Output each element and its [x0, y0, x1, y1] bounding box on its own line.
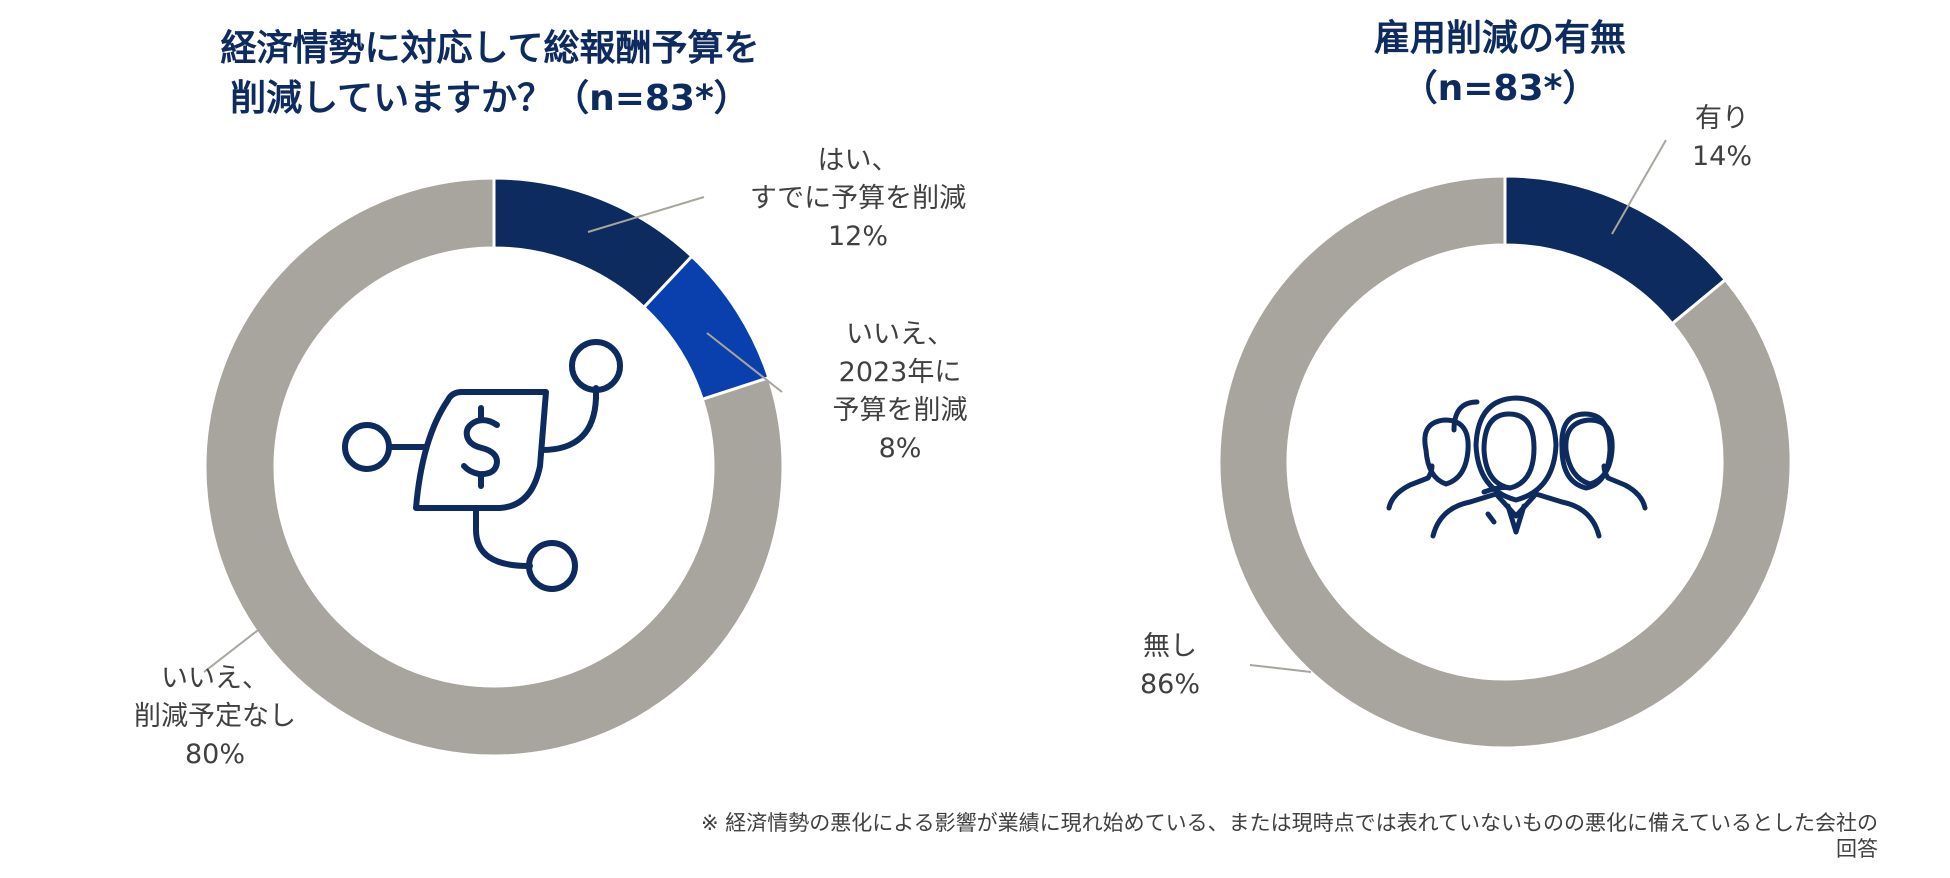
label-layoff-yes-line-1: 有り	[1695, 103, 1749, 134]
right-title-line-1: 雇用削減の有無	[1373, 18, 1626, 59]
label-yes-already-cut-line-1: はい、	[817, 145, 899, 176]
label-cut-in-2023-line-2: 2023年に	[838, 357, 962, 388]
left-title-line-2: 削減していますか？（n=83*）	[230, 78, 750, 119]
left-title-line-1: 経済情勢に対応して総報酬予算を	[220, 28, 760, 69]
label-no-cut-planned-line-2: 削減予定なし	[134, 701, 296, 732]
footnote-line-1: ※ 経済情勢の悪化による影響が業績に現れ始めている、または現時点では表れていない…	[701, 811, 1878, 835]
label-layoff-no: 無し 86%	[1120, 628, 1220, 704]
label-cut-in-2023-line-3: 予算を削減	[832, 395, 968, 426]
label-no-cut-planned-value: 80%	[184, 739, 245, 770]
footnote-line-2: 回答	[1836, 837, 1878, 861]
label-yes-already-cut-line-2: すでに予算を削減	[749, 183, 967, 214]
right-chart-title: 雇用削減の有無 （n=83*）	[1340, 14, 1660, 114]
label-yes-already-cut: はい、 すでに予算を削減 12%	[738, 142, 978, 256]
people-group-icon	[1386, 395, 1648, 539]
right-donut	[1217, 174, 1793, 750]
leader-line-no-layoff	[1249, 664, 1312, 673]
label-cut-in-2023-value: 8%	[878, 433, 922, 464]
label-yes-already-cut-value: 12%	[827, 221, 888, 252]
label-cut-in-2023-line-1: いいえ、	[846, 319, 954, 350]
right-donut-slice-1	[1217, 174, 1793, 750]
right-title-line-2: （n=83*）	[1401, 68, 1599, 109]
label-layoff-no-value: 86%	[1139, 669, 1200, 700]
leader-line-yes-cut	[587, 196, 705, 233]
label-layoff-no-line-1: 無し	[1143, 631, 1197, 662]
label-layoff-yes-value: 14%	[1691, 141, 1752, 172]
leader-line-yes-layoff	[1611, 139, 1667, 235]
leader-line-no-plan	[203, 626, 263, 673]
label-layoff-yes: 有り 14%	[1672, 100, 1772, 176]
left-donut-slice-2	[203, 176, 785, 758]
footnote: ※ 経済情勢の悪化による影響が業績に現れ始めている、または現時点では表れていない…	[458, 810, 1878, 862]
right-donut-slice-0	[1503, 174, 1728, 326]
label-no-cut-planned: いいえ、 削減予定なし 80%	[110, 660, 320, 774]
left-donut	[203, 176, 785, 758]
left-chart-title: 経済情勢に対応して総報酬予算を 削減していますか？（n=83*）	[150, 24, 830, 124]
dollar-network-icon	[342, 339, 623, 592]
label-cut-in-2023: いいえ、 2023年に 予算を削減 8%	[800, 316, 1000, 468]
label-no-cut-planned-line-1: いいえ、	[161, 663, 269, 694]
leader-line-cut-2023	[706, 332, 783, 393]
